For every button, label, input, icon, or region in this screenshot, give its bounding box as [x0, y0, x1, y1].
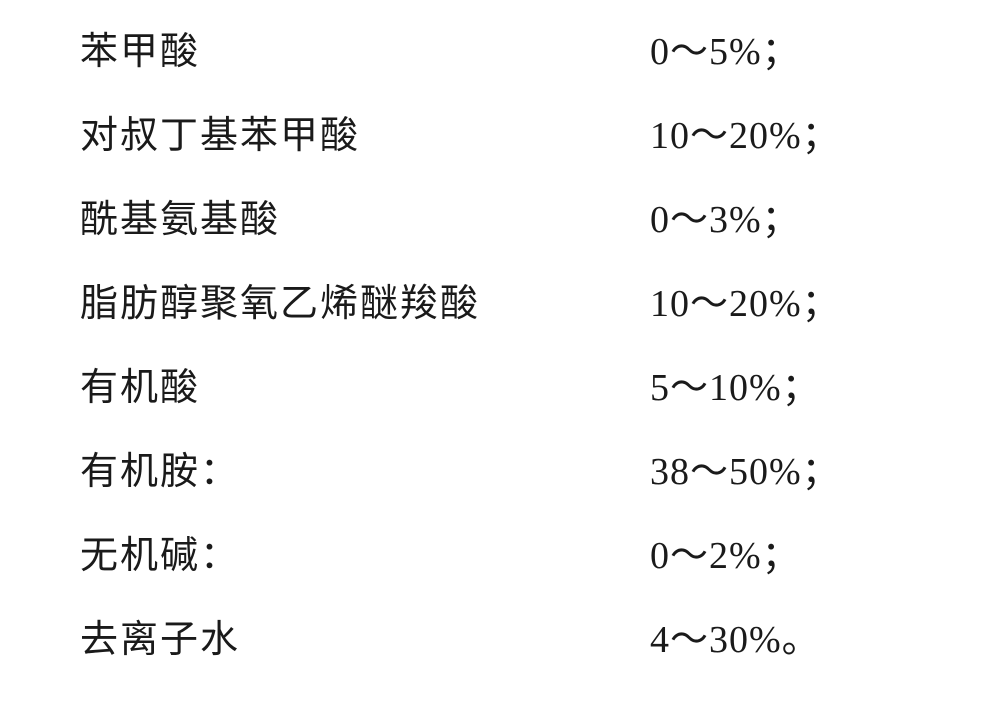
- list-row: 有机胺： 38～50%；: [80, 440, 940, 524]
- list-row: 对叔丁基苯甲酸 10～20%；: [80, 104, 940, 188]
- component-name: 酰基氨基酸: [80, 188, 650, 243]
- component-name: 有机胺：: [80, 440, 650, 495]
- component-name: 去离子水: [80, 608, 650, 663]
- list-row: 苯甲酸 0～5%；: [80, 20, 940, 104]
- component-range: 10～20%；: [650, 104, 841, 159]
- component-range: 5～10%；: [650, 356, 821, 411]
- list-row: 无机碱： 0～2%；: [80, 524, 940, 608]
- component-name: 有机酸: [80, 356, 650, 411]
- component-range: 4～30%。: [650, 608, 821, 663]
- component-range: 10～20%；: [650, 272, 841, 327]
- list-row: 酰基氨基酸 0～3%；: [80, 188, 940, 272]
- composition-list: 苯甲酸 0～5%； 对叔丁基苯甲酸 10～20%； 酰基氨基酸 0～3%； 脂肪…: [0, 0, 1000, 712]
- list-row: 去离子水 4～30%。: [80, 608, 940, 692]
- component-name: 苯甲酸: [80, 20, 650, 75]
- component-range: 0～5%；: [650, 20, 801, 75]
- component-range: 38～50%；: [650, 440, 841, 495]
- component-name: 无机碱：: [80, 524, 650, 579]
- component-range: 0～3%；: [650, 188, 801, 243]
- component-name: 对叔丁基苯甲酸: [80, 104, 650, 159]
- component-name: 脂肪醇聚氧乙烯醚羧酸: [80, 272, 650, 327]
- list-row: 有机酸 5～10%；: [80, 356, 940, 440]
- component-range: 0～2%；: [650, 524, 801, 579]
- list-row: 脂肪醇聚氧乙烯醚羧酸 10～20%；: [80, 272, 940, 356]
